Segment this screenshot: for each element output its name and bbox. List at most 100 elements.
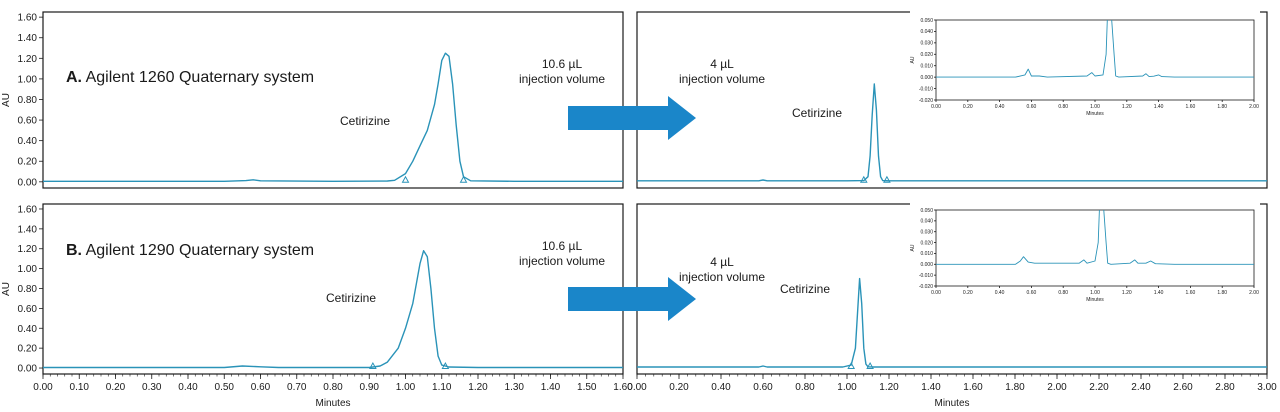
plot-frame bbox=[42, 11, 624, 189]
peak-label: Cetirizine bbox=[326, 291, 376, 305]
y-tick-label: 1.40 bbox=[18, 33, 38, 44]
x-tick-label: 0.80 bbox=[1058, 290, 1068, 296]
integration-marker bbox=[459, 175, 468, 183]
x-tick-label: 3.00 bbox=[1257, 382, 1277, 393]
integration-marker bbox=[883, 175, 891, 183]
x-tick-label: 2.60 bbox=[1173, 382, 1193, 393]
x-tick-label: 1.00 bbox=[396, 382, 416, 393]
chromatogram-trace bbox=[637, 83, 1267, 182]
y-tick-label: 0.050 bbox=[920, 208, 933, 214]
x-tick-label: 0.50 bbox=[215, 382, 235, 393]
x-tick-label: 0.60 bbox=[1027, 290, 1037, 296]
y-tick-label: 0.40 bbox=[18, 136, 38, 147]
x-tick-label: 1.00 bbox=[1090, 104, 1100, 110]
system-heading: A. Agilent 1260 Quaternary system bbox=[66, 69, 314, 86]
x-tick-label: 0.80 bbox=[795, 382, 815, 393]
x-tick-label: 0.40 bbox=[995, 290, 1005, 296]
y-tick-label: 0.80 bbox=[18, 95, 38, 106]
x-tick-label: 0.00 bbox=[931, 290, 941, 296]
x-tick-label: 1.60 bbox=[1186, 290, 1196, 296]
y-tick-label: -0.020 bbox=[919, 284, 933, 290]
y-tick-label: 0.030 bbox=[920, 41, 933, 47]
peak-label: Cetirizine bbox=[780, 282, 830, 296]
y-tick-label: 0.000 bbox=[920, 75, 933, 81]
y-axis-label: AU bbox=[1, 93, 12, 107]
x-tick-label: 2.00 bbox=[1249, 104, 1259, 110]
y-tick-label: 0.030 bbox=[920, 229, 933, 235]
y-axis-label: AU bbox=[1, 282, 12, 296]
y-tick-label: 0.020 bbox=[920, 52, 933, 58]
x-tick-label: 1.60 bbox=[613, 382, 633, 393]
heading-text: Agilent 1290 Quaternary system bbox=[82, 242, 314, 259]
y-axis-label: AU bbox=[910, 56, 916, 63]
y-axis-label: AU bbox=[910, 244, 916, 251]
peak-label: Cetirizine bbox=[792, 106, 842, 120]
integration-marker bbox=[401, 175, 410, 183]
panel-b-left: 0.00 0.20 0.40 0.60 0.80 1.00 1.20 1.40 1.60 0.00… bbox=[1, 203, 633, 409]
x-tick-label: 0.40 bbox=[711, 382, 731, 393]
y-tick-label: 0.00 bbox=[18, 177, 38, 188]
injection-volume-value: 10.6 µL bbox=[542, 239, 583, 253]
y-tick-label: 0.00 bbox=[18, 364, 38, 375]
x-axis-label: Minutes bbox=[1086, 297, 1104, 303]
injection-volume-value: 4 µL bbox=[710, 57, 734, 71]
y-tick-label: 0.010 bbox=[920, 251, 933, 257]
x-tick-label: 1.40 bbox=[1154, 290, 1164, 296]
inset-background bbox=[910, 200, 1260, 306]
x-tick-label: 2.00 bbox=[1047, 382, 1067, 393]
x-tick-label: 0.60 bbox=[1027, 104, 1037, 110]
x-axis-label: Minutes bbox=[315, 398, 350, 409]
arrow-b bbox=[568, 277, 696, 321]
y-tick-label: 0.80 bbox=[18, 284, 38, 295]
x-tick-label: 1.20 bbox=[468, 382, 488, 393]
chromatogram-trace bbox=[936, 210, 1254, 265]
y-tick-label: 0.000 bbox=[920, 262, 933, 268]
chromatogram-trace bbox=[936, 20, 1254, 78]
peak-label: Cetirizine bbox=[340, 114, 390, 128]
x-tick-label: 0.40 bbox=[178, 382, 198, 393]
x-tick-label: 1.80 bbox=[1217, 104, 1227, 110]
x-tick-label: 1.30 bbox=[505, 382, 525, 393]
x-tick-label: 0.20 bbox=[669, 382, 689, 393]
x-tick-label: 1.20 bbox=[879, 382, 899, 393]
y-tick-label: -0.010 bbox=[919, 86, 933, 92]
y-tick-label: 0.60 bbox=[18, 116, 38, 127]
x-tick-label: 0.70 bbox=[287, 382, 307, 393]
x-tick-label: 0.80 bbox=[323, 382, 343, 393]
x-tick-label: 0.00 bbox=[627, 382, 647, 393]
x-tick-label: 0.40 bbox=[995, 104, 1005, 110]
x-tick-label: 0.60 bbox=[251, 382, 271, 393]
x-tick-label: 2.40 bbox=[1131, 382, 1151, 393]
injection-volume-text: injection volume bbox=[519, 72, 605, 86]
y-tick-label: 0.050 bbox=[920, 18, 933, 24]
y-tick-label: 0.040 bbox=[920, 219, 933, 225]
y-tick-label: -0.010 bbox=[919, 273, 933, 279]
x-tick-label: 1.50 bbox=[577, 382, 597, 393]
x-tick-label: 1.00 bbox=[837, 382, 857, 393]
x-axis-label: Minutes bbox=[934, 398, 969, 409]
x-tick-label: 1.40 bbox=[541, 382, 561, 393]
x-tick-label: 1.20 bbox=[1122, 104, 1132, 110]
y-tick-label: 0.010 bbox=[920, 63, 933, 69]
chromatogram-trace bbox=[43, 52, 623, 183]
injection-volume-value: 4 µL bbox=[710, 255, 734, 269]
x-tick-label: 0.00 bbox=[33, 382, 53, 393]
x-tick-label: 1.60 bbox=[1186, 104, 1196, 110]
heading-text: Agilent 1260 Quaternary system bbox=[82, 69, 314, 86]
y-tick-label: -0.020 bbox=[919, 98, 933, 104]
panel-b-inset: -0.020 -0.010 0.000 0.010 0.020 0.030 0.040 0.0… bbox=[910, 200, 1260, 306]
x-tick-label: 0.00 bbox=[931, 104, 941, 110]
arrow-a bbox=[568, 96, 696, 140]
x-tick-label: 1.60 bbox=[963, 382, 983, 393]
x-tick-label: 0.60 bbox=[753, 382, 773, 393]
y-tick-label: 1.00 bbox=[18, 74, 38, 85]
y-tick-label: 1.60 bbox=[18, 204, 38, 215]
injection-volume-text: injection volume bbox=[519, 254, 605, 268]
y-tick-label: 1.00 bbox=[18, 264, 38, 275]
x-tick-label: 1.00 bbox=[1090, 290, 1100, 296]
plot-frame bbox=[42, 203, 624, 375]
y-tick-label: 1.20 bbox=[18, 244, 38, 255]
y-tick-label: 0.60 bbox=[18, 304, 38, 315]
integration-marker bbox=[441, 361, 450, 370]
